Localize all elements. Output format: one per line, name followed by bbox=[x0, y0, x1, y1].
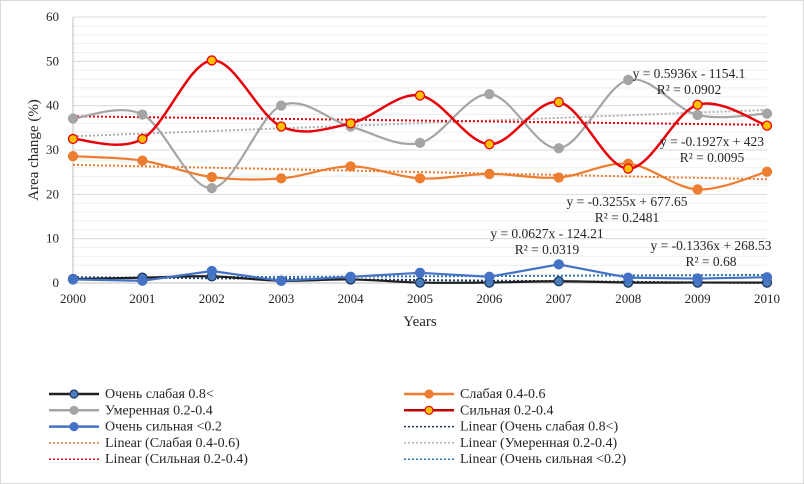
legend-entry-label: Linear (Очень слабая 0.8<) bbox=[460, 420, 619, 435]
y-tick-label: 10 bbox=[46, 231, 59, 246]
data-point bbox=[67, 274, 79, 285]
x-tick-label: 2009 bbox=[685, 291, 711, 306]
data-point bbox=[761, 272, 773, 283]
data-point bbox=[414, 173, 426, 184]
legend-marker-swatch bbox=[69, 389, 79, 399]
axes: 0 10 20 30 40 50 60 2000 2001 2002 2003 2004 2005 200… bbox=[46, 9, 780, 306]
data-point bbox=[692, 273, 703, 284]
x-tick-label: 2003 bbox=[268, 291, 294, 306]
y-tick-label: 30 bbox=[46, 142, 59, 157]
y-tick-label: 60 bbox=[46, 9, 59, 24]
data-point bbox=[137, 275, 148, 286]
data-point bbox=[553, 143, 564, 154]
x-tick-label: 2008 bbox=[615, 291, 641, 306]
data-point bbox=[553, 259, 564, 270]
data-point bbox=[692, 109, 703, 121]
data-point bbox=[206, 55, 217, 66]
legend-entry-label: Сильная 0.2-0.4 bbox=[460, 403, 554, 418]
x-tick-label: 2000 bbox=[60, 291, 86, 306]
trendline-equation: y = 0.0627x - 124.21 bbox=[490, 226, 603, 241]
trendline-r2: R² = 0.2481 bbox=[595, 210, 660, 225]
trendline-r2: R² = 0.0902 bbox=[657, 82, 722, 97]
legend-entry-label: Linear (Слабая 0.4-0.6) bbox=[105, 436, 240, 451]
x-tick-label: 2006 bbox=[476, 291, 503, 306]
data-point bbox=[276, 173, 287, 184]
x-tick-label: 2001 bbox=[129, 291, 155, 306]
data-point bbox=[553, 96, 564, 108]
series-line bbox=[72, 155, 768, 191]
data-point bbox=[67, 151, 79, 162]
trendline-r2: R² = 0.0319 bbox=[515, 242, 580, 257]
legend-entry-label: Умеренная 0.2-0.4 bbox=[105, 403, 213, 418]
x-tick-label: 2002 bbox=[199, 291, 225, 306]
data-point bbox=[484, 139, 495, 150]
data-point bbox=[276, 100, 287, 111]
legend-marker-swatch bbox=[69, 405, 79, 415]
series-markers bbox=[67, 55, 773, 288]
data-point bbox=[414, 277, 426, 288]
y-tick-label: 20 bbox=[46, 186, 59, 201]
data-point bbox=[206, 171, 217, 183]
data-point bbox=[623, 74, 634, 86]
legend: Очень слабая 0.8<Умеренная 0.2-0.4 Очень … bbox=[49, 387, 627, 467]
data-point bbox=[484, 271, 495, 282]
y-tick-label: 0 bbox=[53, 275, 60, 290]
legend-entry-label: Linear (Очень сильная <0.2) bbox=[460, 452, 627, 467]
data-point bbox=[414, 90, 426, 101]
legend-entry-label: Слабая 0.4-0.6 bbox=[460, 387, 545, 402]
x-tick-label: 2004 bbox=[338, 291, 365, 306]
data-point bbox=[137, 133, 148, 145]
data-point bbox=[137, 109, 148, 120]
x-tick-label: 2010 bbox=[754, 291, 780, 306]
data-point bbox=[553, 276, 564, 287]
data-point bbox=[206, 182, 217, 194]
legend-entry-label: Очень сильная <0.2 bbox=[105, 420, 222, 435]
x-tick-label: 2007 bbox=[546, 291, 573, 306]
trendline-r2: R² = 0.0095 bbox=[680, 150, 745, 165]
data-point bbox=[414, 137, 426, 149]
data-point bbox=[276, 275, 287, 286]
data-point bbox=[67, 133, 79, 145]
legend-marker-swatch bbox=[69, 422, 79, 432]
data-point bbox=[623, 272, 634, 283]
data-point bbox=[553, 172, 564, 183]
data-point bbox=[761, 166, 773, 177]
y-tick-label: 50 bbox=[46, 53, 59, 68]
data-point bbox=[761, 108, 773, 119]
trendline-equation: y = -0.3255x + 677.65 bbox=[567, 194, 688, 209]
data-point bbox=[345, 118, 356, 129]
data-point bbox=[623, 163, 634, 174]
data-point bbox=[206, 265, 217, 277]
trendline-equation: y = -0.1336x + 268.53 bbox=[651, 238, 772, 253]
data-point bbox=[414, 267, 426, 278]
legend-marker-swatch bbox=[424, 389, 434, 399]
data-point bbox=[692, 99, 703, 110]
trendline-r2: R² = 0.68 bbox=[685, 254, 736, 269]
x-axis-title: Years bbox=[403, 314, 437, 330]
x-tick-label: 2005 bbox=[407, 291, 433, 306]
data-point bbox=[761, 120, 773, 131]
data-point bbox=[692, 184, 703, 195]
legend-entry-label: Очень слабая 0.8< bbox=[105, 387, 214, 402]
legend-entry-label: Linear (Умеренная 0.2-0.4) bbox=[460, 436, 617, 451]
data-point bbox=[137, 155, 148, 166]
y-axis-title: Area change (%) bbox=[26, 99, 42, 201]
legend-marker-swatch bbox=[424, 405, 434, 415]
data-point bbox=[345, 161, 356, 172]
trendline-equation: y = -0.1927x + 423 bbox=[660, 134, 764, 149]
data-point bbox=[276, 121, 287, 132]
legend-entry-label: Linear (Сильная 0.2-0.4) bbox=[105, 452, 248, 467]
y-tick-label: 40 bbox=[46, 98, 59, 113]
data-point bbox=[484, 88, 495, 100]
data-point bbox=[345, 271, 356, 282]
data-point bbox=[67, 113, 79, 124]
trendline-equation: y = 0.5936x - 1154.1 bbox=[633, 66, 746, 81]
data-point bbox=[484, 168, 495, 180]
